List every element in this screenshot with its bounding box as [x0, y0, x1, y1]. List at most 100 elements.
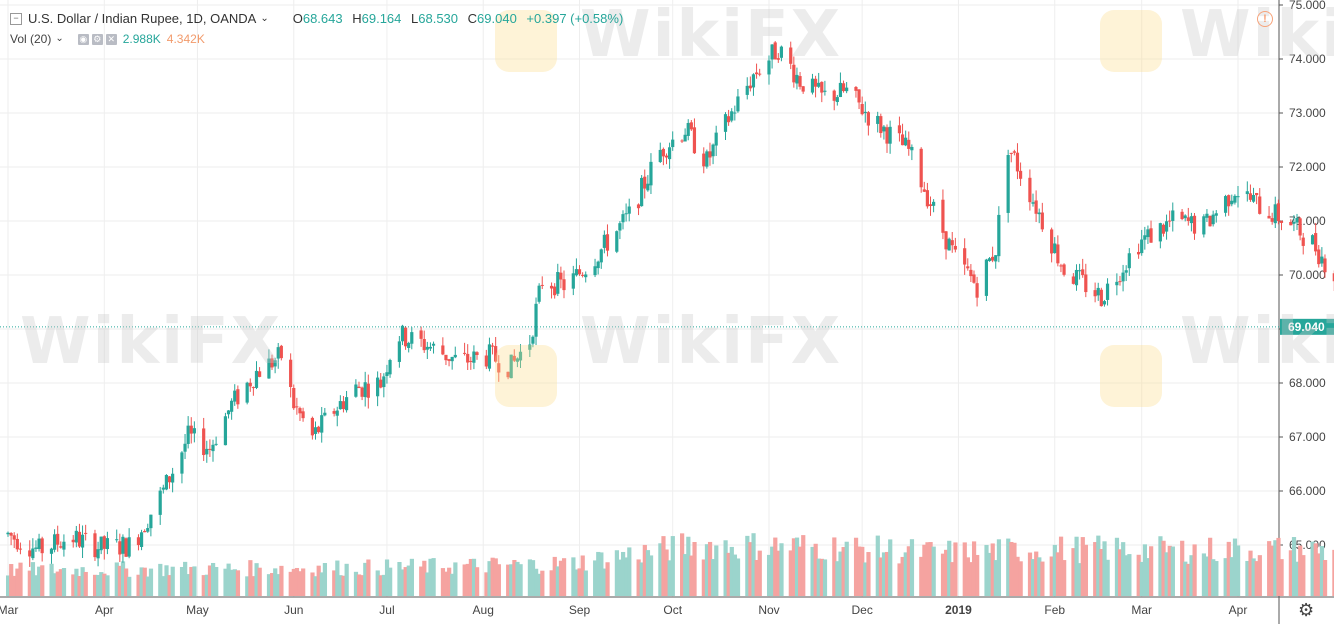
candle-body	[388, 360, 392, 375]
time-tick-label: Nov	[758, 603, 779, 617]
symbol-title[interactable]: U.S. Dollar / Indian Rupee, 1D, OANDA	[28, 11, 257, 26]
volume-bar	[605, 562, 610, 596]
volume-bar	[381, 574, 387, 596]
candle-body	[407, 342, 411, 348]
candle-body	[904, 137, 908, 146]
candle-body	[1192, 215, 1197, 234]
volume-bar	[294, 567, 300, 596]
candle-body	[556, 272, 560, 294]
volume-bar	[360, 575, 365, 596]
volume-bar	[1161, 540, 1166, 596]
volume-bar	[798, 546, 803, 596]
candle-body	[841, 83, 846, 92]
volume-bar	[161, 576, 166, 596]
close-icon[interactable]: ✕	[105, 33, 117, 45]
candle-body	[450, 356, 454, 362]
candle-body	[751, 74, 756, 88]
candle-body	[944, 231, 948, 250]
low-value: 68.530	[418, 11, 459, 26]
candle-body	[127, 537, 131, 557]
candle-body	[584, 274, 588, 278]
volume-bar	[1040, 561, 1045, 596]
settings-gear-icon[interactable]: ⚙	[1298, 600, 1315, 620]
volume-bar	[61, 568, 67, 596]
volume-bar	[484, 572, 489, 596]
chevron-down-icon[interactable]: ⌄	[260, 13, 269, 24]
candle-body	[397, 341, 401, 362]
candle-body	[512, 355, 516, 361]
volume-bar	[1254, 561, 1259, 596]
candle-body	[975, 283, 979, 298]
gear-icon[interactable]: ⚙	[91, 33, 103, 45]
candle-body	[1018, 170, 1023, 179]
volume-bar	[1018, 561, 1023, 596]
volume-bar	[462, 564, 467, 596]
volume-bar	[863, 562, 868, 596]
candle-body	[289, 359, 293, 388]
volume-bar	[254, 563, 259, 596]
candle-body	[385, 372, 389, 377]
last-price-tag[interactable]	[1280, 318, 1334, 335]
volume-bar	[1267, 541, 1272, 596]
candle-body	[310, 417, 314, 436]
volume-bar	[621, 551, 626, 596]
candle-body	[820, 81, 824, 93]
volume-bar	[1164, 552, 1169, 596]
volume-bar	[493, 558, 498, 596]
candle-body	[1118, 281, 1122, 283]
candle-body	[40, 538, 44, 554]
candle-body	[845, 87, 849, 92]
volume-bar	[819, 558, 824, 596]
volume-bar	[1124, 555, 1129, 596]
volume-bar	[593, 560, 598, 596]
candle-body	[860, 104, 864, 115]
volume-bar	[1142, 544, 1148, 596]
candle-body	[320, 415, 324, 433]
candle-body	[28, 550, 32, 557]
candle-body	[748, 85, 752, 89]
volume-bar	[1310, 541, 1315, 596]
volume-bar	[689, 555, 694, 596]
volume-bar	[1288, 550, 1294, 596]
candle-body	[549, 285, 554, 289]
volume-bar	[1127, 554, 1132, 596]
candle-body	[1093, 290, 1097, 297]
volume-bar	[83, 571, 88, 596]
candle-body	[733, 112, 737, 114]
candle-body	[1270, 218, 1274, 222]
volume-bar	[1058, 536, 1064, 596]
candle-body	[161, 487, 165, 490]
volume-bar	[530, 560, 536, 596]
candle-body	[553, 286, 557, 296]
volume-label[interactable]: Vol (20)	[10, 32, 52, 46]
candle-body	[1161, 224, 1166, 234]
volume-bar	[40, 565, 45, 596]
eye-icon[interactable]: ◉	[77, 33, 89, 45]
candle-body	[1074, 269, 1079, 286]
volume-bar	[776, 550, 781, 596]
candle-body	[932, 201, 936, 206]
volume-bar	[378, 575, 383, 596]
volume-bar	[692, 542, 697, 596]
volume-bar	[683, 554, 688, 596]
candle-body	[1077, 270, 1082, 272]
candle-body	[105, 538, 109, 550]
candle-body	[754, 72, 759, 75]
volume-bar	[440, 568, 446, 596]
candle-body	[431, 343, 436, 346]
alert-icon[interactable]: !	[1257, 11, 1273, 27]
volume-bar	[701, 559, 706, 596]
volume-bar	[813, 543, 818, 596]
collapse-square-icon[interactable]: −	[10, 13, 22, 25]
candle-body	[801, 86, 805, 92]
candle-body	[1208, 215, 1212, 227]
volume-chevron-icon[interactable]: ⌄	[55, 33, 64, 44]
volume-bar	[726, 552, 731, 596]
candle-body	[344, 397, 349, 411]
volume-bar	[223, 568, 228, 596]
volume-bar	[990, 543, 995, 596]
candle-body	[1171, 210, 1175, 221]
volume-bar	[624, 557, 629, 596]
candle-body	[857, 89, 861, 103]
